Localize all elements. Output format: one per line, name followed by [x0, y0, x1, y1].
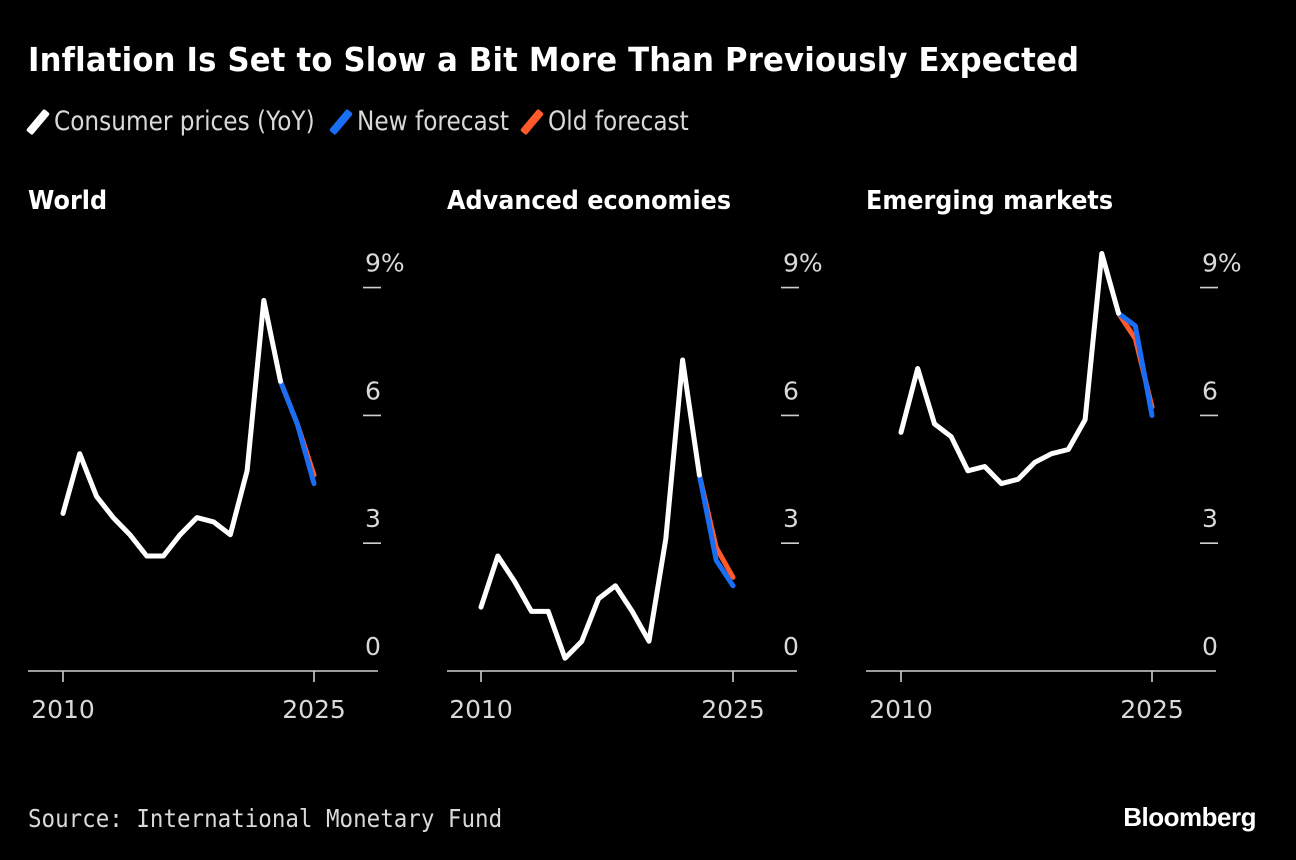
advanced-economies-y-tick-label-0: 0	[783, 632, 799, 661]
legend-item-new-forecast: New forecast	[329, 106, 510, 137]
source-note: Source: International Monetary Fund	[28, 804, 503, 833]
advanced-economies-series-consumer-prices-yoy	[478, 357, 702, 661]
legend-label: Old forecast	[547, 106, 689, 137]
emerging-markets-y-tick-label-3: 3	[1202, 504, 1218, 533]
advanced-economies-x-tick-label-2010: 2010	[449, 695, 513, 724]
emerging-markets-x-tick-label-2010: 2010	[869, 695, 933, 724]
legend-label: New forecast	[357, 106, 510, 137]
advanced-economies-y-tick-label-6: 6	[783, 376, 799, 405]
legend: Consumer prices (YoY) New forecast Old f…	[25, 106, 723, 137]
world-y-tick-label-6: 6	[365, 376, 381, 405]
advanced-economies-y-tick-label-9: 9%	[783, 249, 823, 278]
panel-title-emerging-markets: Emerging markets	[866, 186, 1114, 216]
world-x-tick-label-2025: 2025	[282, 695, 346, 724]
legend-item-consumer-prices: Consumer prices (YoY)	[25, 106, 319, 137]
legend-label: Consumer prices (YoY)	[54, 106, 315, 137]
emerging-markets-y-tick-label-0: 0	[1202, 632, 1218, 661]
advanced-economies-x-tick-label-2025: 2025	[701, 695, 765, 724]
advanced-economies-y-tick-label-3: 3	[783, 504, 799, 533]
panel-title-world: World	[28, 186, 108, 216]
world-y-tick-label-0: 0	[365, 632, 381, 661]
world-series-consumer-prices-yoy	[60, 297, 283, 559]
world-y-tick-label-3: 3	[365, 504, 381, 533]
bloomberg-logo: Bloomberg	[1123, 802, 1256, 832]
world-x-tick-label-2010: 2010	[31, 695, 95, 724]
emerging-markets-x-tick-label-2025: 2025	[1120, 695, 1184, 724]
panel-title-advanced-economies: Advanced economies	[447, 186, 732, 216]
emerging-markets-series-new-forecast	[1116, 310, 1155, 418]
legend-item-old-forecast: Old forecast	[519, 106, 712, 137]
emerging-markets-y-tick-label-9: 9%	[1202, 249, 1242, 278]
world-series-new-forecast	[278, 378, 317, 487]
emerging-markets-series-consumer-prices-yoy	[898, 251, 1121, 487]
emerging-markets-y-tick-label-6: 6	[1202, 376, 1218, 405]
chart-title: Inflation Is Set to Slow a Bit More Than…	[28, 40, 1080, 79]
world-y-tick-label-9: 9%	[365, 249, 405, 278]
